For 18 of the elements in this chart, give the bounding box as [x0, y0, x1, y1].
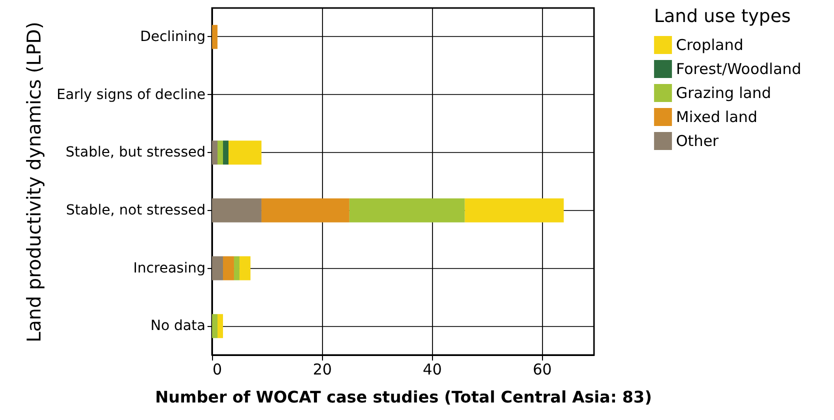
legend-label: Other [676, 132, 720, 150]
x-tick-label: 20 [312, 360, 332, 378]
y-tick-label: Early signs of decline [56, 86, 206, 103]
x-tick-label: 40 [422, 360, 442, 378]
legend-title: Land use types [654, 6, 791, 27]
x-axis-title: Number of WOCAT case studies (Total Central Asia: 83) [155, 388, 652, 406]
y-tick-label: Increasing [133, 260, 206, 276]
x-tick-label: 0 [212, 360, 222, 378]
legend-label: Cropland [676, 36, 744, 54]
x-tick-label: 60 [532, 360, 552, 378]
y-axis-title: Land productivity dynamics (LPD) [24, 22, 46, 342]
y-tick-label: Declining [140, 28, 206, 45]
y-tick-label: Stable, but stressed [66, 144, 206, 161]
y-tick-label: No data [150, 318, 206, 334]
legend-label: Mixed land [676, 108, 758, 126]
y-tick-label: Stable, not stressed [66, 202, 206, 218]
legend-label: Grazing land [676, 84, 772, 102]
legend-label: Forest/Woodland [676, 60, 802, 78]
